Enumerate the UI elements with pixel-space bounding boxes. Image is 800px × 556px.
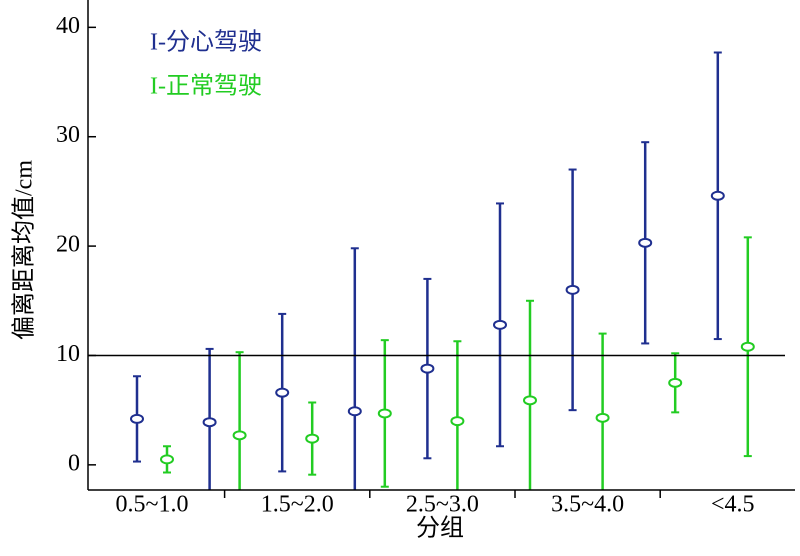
mean-marker: [565, 284, 580, 295]
mean-marker: [130, 413, 144, 424]
y-tick-label: 20: [56, 232, 80, 258]
x-axis-title: 分组: [416, 515, 464, 542]
x-tick-label: <4.5: [711, 492, 755, 518]
mean-marker: [668, 377, 683, 388]
y-tick-label: 10: [56, 341, 80, 367]
mean-marker: [377, 408, 392, 419]
mean-marker: [595, 412, 610, 423]
mean-marker: [305, 433, 320, 444]
y-tick-label: 40: [56, 13, 80, 39]
y-tick-label: 0: [68, 450, 80, 476]
legend-label: I-分心驾驶: [150, 29, 262, 56]
mean-marker: [740, 341, 755, 352]
mean-marker: [275, 387, 290, 398]
mean-marker: [347, 406, 362, 417]
mean-marker: [232, 430, 247, 441]
x-tick-label: 0.5~1.0: [116, 492, 189, 518]
mean-marker: [450, 416, 465, 427]
mean-marker: [420, 363, 435, 374]
x-tick-label: 1.5~2.0: [261, 492, 334, 518]
y-axis-title: 偏离距离均值/cm: [11, 160, 38, 340]
mean-marker: [710, 190, 725, 201]
legend-label: I-正常驾驶: [150, 73, 262, 100]
plot-area: [130, 51, 755, 490]
y-tick-label: 30: [56, 122, 80, 148]
mean-marker: [202, 417, 217, 428]
x-tick-label: 3.5~4.0: [551, 492, 624, 518]
x-tick-label: 2.5~3.0: [406, 492, 479, 518]
mean-marker: [523, 395, 537, 406]
mean-marker: [638, 237, 653, 248]
mean-marker: [160, 454, 174, 465]
mean-marker: [493, 319, 507, 330]
